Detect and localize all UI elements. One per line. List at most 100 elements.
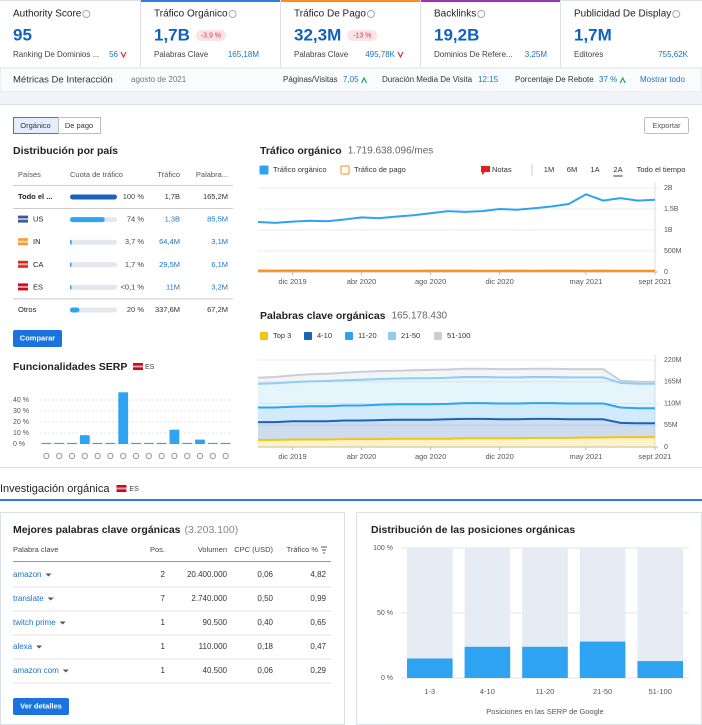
area-fill xyxy=(258,377,655,409)
legend-checkbox[interactable] xyxy=(388,332,396,340)
details-button[interactable] xyxy=(13,698,69,715)
range-button[interactable]: 1M xyxy=(544,165,554,174)
cell: 20.400.000 xyxy=(187,570,228,579)
x-tick-label: may 2021 xyxy=(569,277,602,286)
bar xyxy=(67,442,77,444)
cell: 0,06 xyxy=(257,666,273,675)
legend-label[interactable]: Tráfico orgánico xyxy=(273,165,327,174)
feature-icon xyxy=(158,452,165,460)
bar xyxy=(143,442,154,444)
range-button[interactable]: 1A xyxy=(590,165,599,174)
tab-label[interactable]: De pago xyxy=(65,121,93,130)
legend-checkbox[interactable] xyxy=(345,332,353,340)
cell: 40.500 xyxy=(203,666,228,675)
share-track xyxy=(70,239,117,245)
keyword-link[interactable]: amazon com xyxy=(13,666,59,675)
chart-title: Palabras clave orgánicas xyxy=(260,310,386,322)
x-tick-label: sept 2021 xyxy=(639,452,672,461)
column-header: Volumen xyxy=(198,545,227,554)
range-button[interactable]: 2A xyxy=(613,165,622,174)
y-tick-label: 55M xyxy=(664,422,678,429)
legend-checkbox[interactable] xyxy=(340,165,350,175)
tab[interactable] xyxy=(58,117,101,134)
legend-checkbox[interactable] xyxy=(304,332,312,340)
show-all-link[interactable]: Mostrar todo xyxy=(640,75,685,84)
area-line xyxy=(257,376,655,385)
metric-title: Authority Score xyxy=(13,9,82,20)
change-badge xyxy=(347,30,378,41)
share-label: 3,7 % xyxy=(125,237,145,246)
database-label: ES xyxy=(129,486,139,493)
legend-label[interactable]: 51-100 xyxy=(447,331,470,340)
arrow-up xyxy=(619,76,626,84)
keyword-link[interactable]: twitch prime xyxy=(13,618,56,627)
metric-title: Backlinks xyxy=(434,9,476,20)
feature-icon xyxy=(56,452,63,460)
keywords-value: 67,2M xyxy=(207,305,228,314)
legend-label[interactable]: Tráfico de pago xyxy=(354,165,406,174)
tab-label[interactable]: Orgánico xyxy=(20,121,50,130)
country-name: IN xyxy=(33,237,41,246)
flag xyxy=(133,365,143,368)
legend-label[interactable]: 4-10 xyxy=(317,331,332,340)
compare-button[interactable] xyxy=(13,330,62,347)
cell: 4,82 xyxy=(310,570,326,579)
keywords-value: 85,5M xyxy=(207,215,228,224)
share-track xyxy=(70,262,117,268)
compare-label[interactable]: Comparar xyxy=(20,333,56,342)
share-label: <0,1 % xyxy=(120,282,144,291)
share-label: 74 % xyxy=(127,215,144,224)
details-label[interactable]: Ver detalles xyxy=(20,701,62,710)
legend-checkbox[interactable] xyxy=(259,165,269,175)
range-button[interactable]: Todo el tiempo xyxy=(637,165,686,174)
export-button[interactable] xyxy=(644,117,689,134)
notes-label[interactable]: Notas xyxy=(492,165,512,174)
share-track xyxy=(70,284,117,290)
change-badge xyxy=(195,30,226,41)
legend-label[interactable]: Top 3 xyxy=(273,331,291,340)
feature-icon xyxy=(209,452,216,460)
chart-total: 165.178.430 xyxy=(392,311,448,322)
metric-value: 19,2B xyxy=(434,25,479,44)
y-tick-label: 40 % xyxy=(13,397,29,404)
feature-icon xyxy=(222,452,229,460)
legend-label[interactable]: 11-20 xyxy=(358,331,377,340)
x-tick-label: dic 2020 xyxy=(485,277,513,286)
interaction-title: Métricas De Interacción xyxy=(13,75,113,86)
export-label[interactable]: Exportar xyxy=(652,121,681,130)
bar xyxy=(54,442,65,444)
database-label: ES xyxy=(145,364,155,371)
card-count: (3.203.100) xyxy=(185,524,239,536)
keyword-link[interactable]: amazon xyxy=(13,570,41,579)
keywords-value: 3,2M xyxy=(211,282,228,291)
keyword-link[interactable]: alexa xyxy=(13,642,33,651)
x-tick-label: abr 2020 xyxy=(347,277,377,286)
column-header: Pos. xyxy=(150,545,165,554)
range-button[interactable]: 6M xyxy=(567,165,577,174)
x-tick-label: ago 2020 xyxy=(415,277,446,286)
arrow-down xyxy=(120,51,127,59)
share-bar xyxy=(70,307,80,313)
feature-icon xyxy=(145,452,152,460)
metric-sub-label: Dominios De Refere... xyxy=(434,50,513,59)
keyword-link[interactable]: translate xyxy=(13,594,44,603)
info-icon xyxy=(82,10,91,18)
cell: 90.500 xyxy=(203,618,228,627)
metric-title: Publicidad De Display xyxy=(574,9,671,20)
y-tick-label: 1,5B xyxy=(664,206,679,213)
x-tick-label: 51-100 xyxy=(649,687,672,696)
x-tick-label: sept 2021 xyxy=(639,277,672,286)
bar xyxy=(156,442,167,444)
legend-label[interactable]: 21-50 xyxy=(401,331,420,340)
bar xyxy=(41,442,52,444)
legend-checkbox[interactable] xyxy=(434,332,442,340)
gap xyxy=(0,92,702,104)
share-bar xyxy=(70,217,105,223)
dropdown-caret xyxy=(62,669,69,673)
traffic-value: 337,6M xyxy=(155,305,180,314)
x-tick-label: 1-3 xyxy=(424,687,435,696)
card-accent xyxy=(421,0,561,2)
legend-checkbox[interactable] xyxy=(260,332,268,340)
x-axis-title: Posiciones en las SERP de Google xyxy=(486,707,603,716)
feature-icon xyxy=(120,452,127,460)
